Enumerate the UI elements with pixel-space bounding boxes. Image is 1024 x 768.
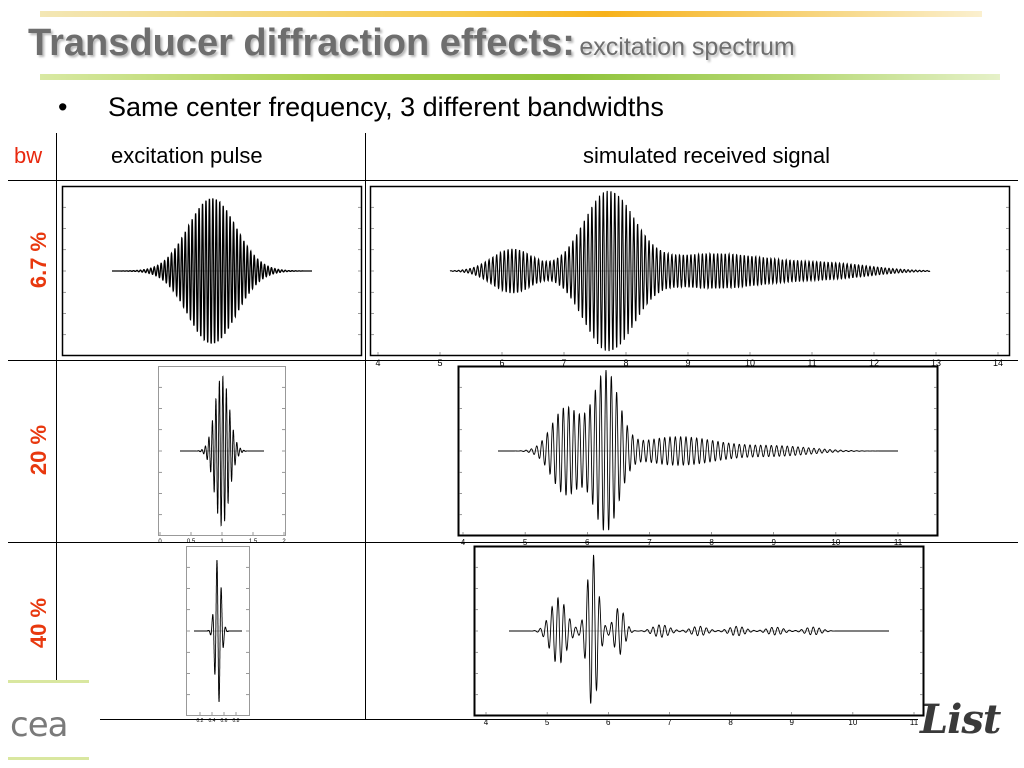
cea-logo: cea — [10, 705, 68, 745]
bullet-text: Same center frequency, 3 different bandw… — [108, 92, 664, 122]
tick-label: 7 — [647, 538, 652, 547]
tick-label: 14 — [993, 358, 1003, 368]
tick-label: 9 — [685, 358, 690, 368]
header-received: simulated received signal — [583, 143, 831, 168]
tick-label: 6 — [499, 358, 504, 368]
waveform — [498, 370, 898, 531]
received-signal-plot-6-7: 4 5 6 7 8 9 10 11 12 13 14 — [369, 185, 1011, 368]
divider-row-1 — [8, 360, 1018, 361]
tick-label: 0.5 — [187, 539, 196, 545]
tick-label: 0.6 — [221, 718, 228, 724]
title-main: Transducer diffraction effects: — [28, 22, 575, 64]
header-excitation: excitation pulse — [111, 143, 263, 168]
received-signal-plot-40: 4 5 6 7 8 9 10 11 — [473, 545, 925, 727]
list-logo: List — [920, 696, 1001, 743]
divider-row-2 — [8, 542, 1018, 543]
logo-rule-top — [8, 680, 89, 683]
title-bottom-rule — [40, 74, 1000, 80]
tick-label: 13 — [931, 358, 941, 368]
bullet-point: • Same center frequency, 3 different band… — [58, 92, 664, 123]
tick-label: 5 — [523, 538, 528, 547]
tick-label: 6 — [585, 538, 590, 547]
tick-label: 7 — [667, 718, 672, 727]
tick-label: 4 — [375, 358, 380, 368]
tick-label: 9 — [771, 538, 776, 547]
tick-label: 0.4 — [209, 718, 216, 724]
excitation-pulse-plot-40: 0.2 0.4 0.6 0.8 — [186, 546, 250, 724]
tick-label: 0 — [158, 539, 162, 545]
slide-title: Transducer diffraction effects: excitati… — [28, 22, 795, 65]
tick-label: 2 — [282, 539, 286, 545]
tick-label: 1 — [220, 539, 224, 545]
waveform — [509, 554, 889, 704]
bullet-marker: • — [58, 92, 68, 122]
tick-label: 7 — [561, 358, 566, 368]
excitation-pulse-plot-6-7 — [61, 185, 363, 357]
row-label-6-7: 6.7 % — [26, 231, 51, 289]
waveform — [180, 375, 264, 527]
tick-label: 4 — [461, 538, 466, 547]
tick-label: 8 — [709, 538, 714, 547]
received-signal-plot-20: 4 5 6 7 8 9 10 11 — [457, 365, 939, 547]
tick-label: 5 — [545, 718, 550, 727]
tick-label: 10 — [745, 358, 755, 368]
waveform — [194, 559, 242, 703]
tick-label: 6 — [606, 718, 611, 727]
tick-label: 1.5 — [249, 539, 258, 545]
title-sub: excitation spectrum — [579, 33, 795, 61]
divider-signal-column — [365, 133, 366, 720]
waveform — [449, 190, 931, 352]
tick-label: 5 — [437, 358, 442, 368]
tick-label: 10 — [848, 718, 857, 727]
row-label-40: 40 % — [26, 597, 51, 649]
tick-label: 4 — [484, 718, 489, 727]
tick-label: 0.8 — [233, 718, 240, 724]
tick-label: 11 — [807, 358, 816, 368]
tick-label: 11 — [894, 538, 903, 547]
tick-label: 0.2 — [197, 718, 204, 724]
divider-bottom — [100, 719, 918, 720]
divider-header-row — [8, 180, 1018, 181]
logo-rule-bottom — [8, 757, 89, 760]
tick-label: 11 — [910, 718, 919, 727]
divider-bw-column — [56, 133, 57, 680]
header-bw: bw — [14, 143, 43, 168]
title-top-rule — [40, 11, 982, 17]
waveform — [112, 198, 312, 344]
tick-label: 10 — [831, 538, 840, 547]
tick-label: 9 — [789, 718, 794, 727]
excitation-pulse-plot-20: 0 0.5 1 1.5 2 — [158, 366, 286, 545]
tick-label: 8 — [623, 358, 628, 368]
row-label-20: 20 % — [26, 424, 51, 476]
tick-label: 12 — [869, 358, 879, 368]
tick-label: 8 — [728, 718, 733, 727]
